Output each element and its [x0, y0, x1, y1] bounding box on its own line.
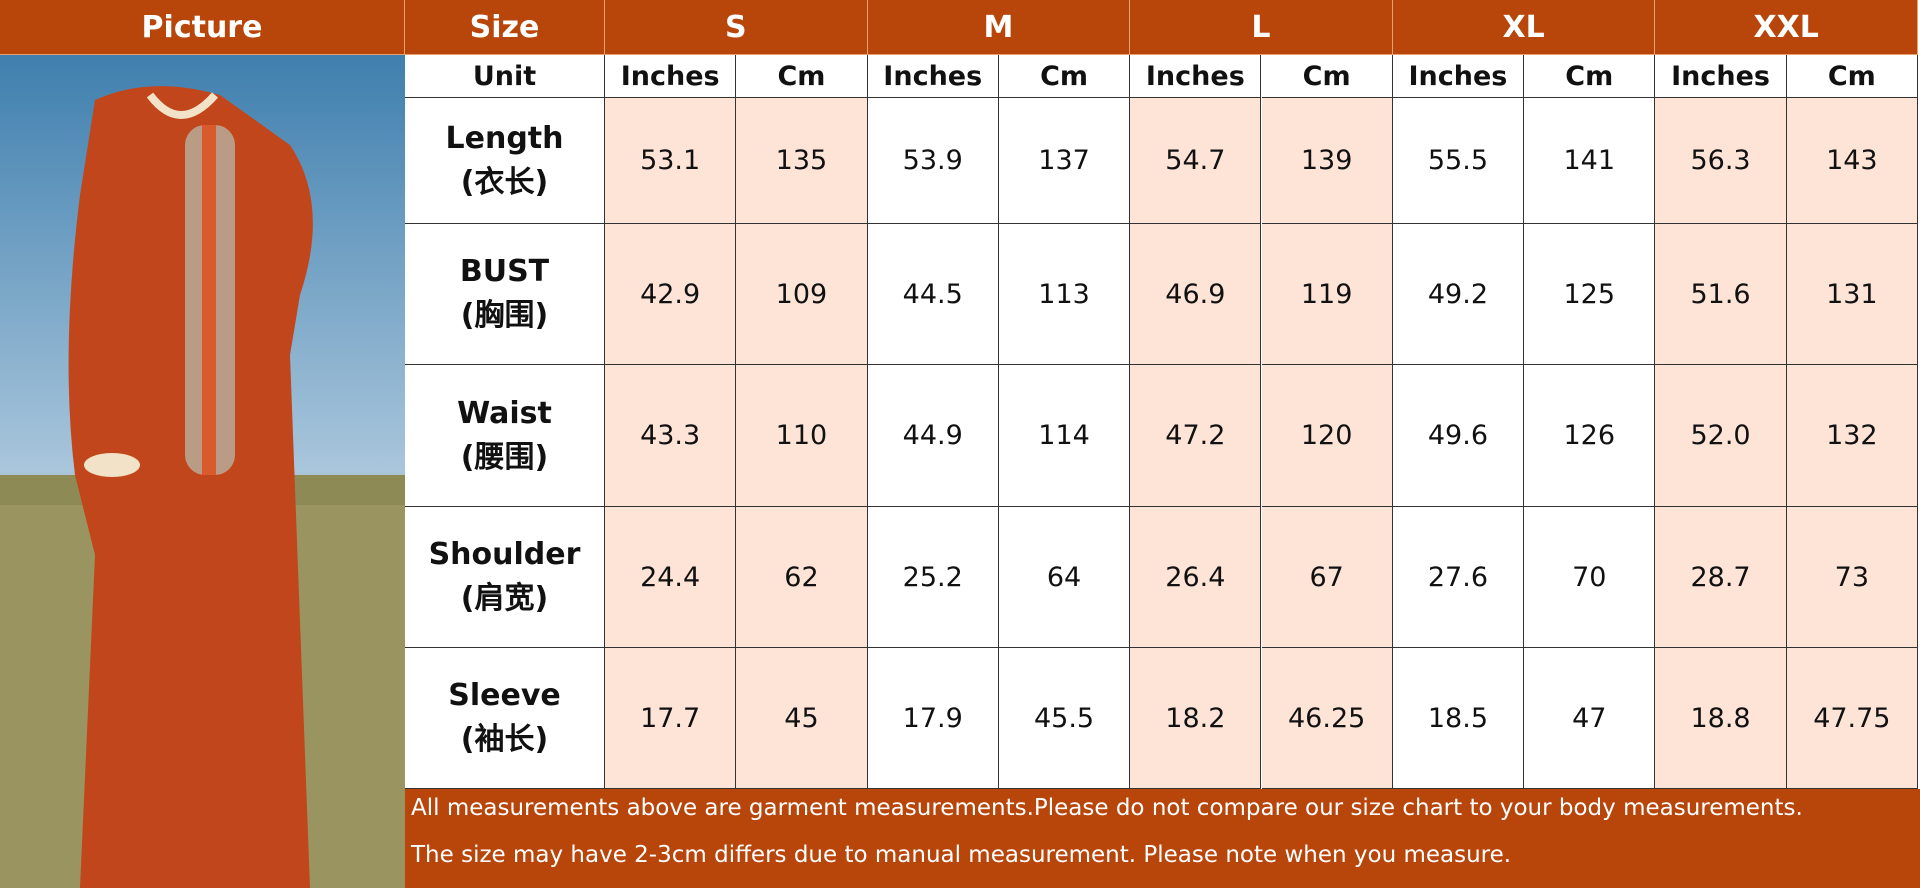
header-cell: Size [405, 0, 605, 55]
row-label: Waist (腰围) [405, 365, 605, 507]
row-label-en: Waist [457, 395, 552, 431]
value-cell: 114 [998, 365, 1131, 507]
value-cell: 54.7 [1130, 98, 1262, 224]
value-cell: 120 [1261, 365, 1393, 507]
header-cell: M [867, 0, 1131, 55]
header-cell: XXL [1655, 0, 1918, 55]
value-cell: 45.5 [998, 648, 1131, 789]
value-cell: 70 [1524, 507, 1656, 648]
value-cell: 25.2 [867, 507, 999, 648]
unit-cell: Inches [867, 55, 999, 98]
value-cell: 42.9 [605, 224, 737, 365]
value-cell: 44.9 [867, 365, 999, 507]
row-label-cn: (衣长) [460, 164, 549, 200]
unit-cell: Inches [1130, 55, 1262, 98]
unit-cell: Cm [736, 55, 868, 98]
row-label: Shoulder (肩宽) [405, 507, 605, 648]
value-cell: 46.25 [1261, 648, 1393, 789]
value-cell: 47 [1524, 648, 1656, 789]
value-cell: 18.8 [1655, 648, 1787, 789]
value-cell: 51.6 [1655, 224, 1787, 365]
unit-cell: Cm [998, 55, 1131, 98]
value-cell: 139 [1261, 98, 1393, 224]
value-cell: 56.3 [1655, 98, 1787, 224]
value-cell: 110 [736, 365, 868, 507]
value-cell: 53.1 [605, 98, 737, 224]
value-cell: 135 [736, 98, 868, 224]
value-cell: 125 [1524, 224, 1656, 365]
unit-cell: Cm [1261, 55, 1393, 98]
unit-cell: Inches [605, 55, 737, 98]
header-cell: S [605, 0, 868, 55]
header-cell: L [1130, 0, 1393, 55]
header-cell: XL [1392, 0, 1656, 55]
value-cell: 132 [1786, 365, 1918, 507]
value-cell: 131 [1786, 224, 1918, 365]
unit-cell: Cm [1524, 55, 1656, 98]
value-cell: 113 [998, 224, 1131, 365]
value-cell: 17.7 [605, 648, 737, 789]
note: All measurements above are garment measu… [411, 795, 1803, 821]
value-cell: 43.3 [605, 365, 737, 507]
value-cell: 26.4 [1130, 507, 1262, 648]
value-cell: 126 [1524, 365, 1656, 507]
value-cell: 109 [736, 224, 868, 365]
unit-label: Unit [405, 55, 605, 98]
row-label-en: BUST [459, 254, 550, 289]
value-cell: 46.9 [1130, 224, 1262, 365]
value-cell: 28.7 [1655, 507, 1787, 648]
value-cell: 137 [998, 98, 1131, 224]
row-label-cn: (胸围) [460, 298, 549, 333]
value-cell: 141 [1524, 98, 1656, 224]
value-cell: 24.4 [605, 507, 737, 648]
value-cell: 52.0 [1655, 365, 1787, 507]
footer: All measurements above are garment measu… [405, 789, 1920, 888]
value-cell: 55.5 [1392, 98, 1525, 224]
value-cell: 49.6 [1392, 365, 1525, 507]
value-cell: 67 [1261, 507, 1393, 648]
value-cell: 49.2 [1392, 224, 1525, 365]
unit-cell: Inches [1392, 55, 1525, 98]
value-cell: 73 [1786, 507, 1918, 648]
value-cell: 45 [736, 648, 868, 789]
product-picture [0, 55, 405, 888]
row-label-en: Shoulder [428, 537, 581, 572]
row-label-en: Length [445, 120, 564, 156]
value-cell: 119 [1261, 224, 1393, 365]
value-cell: 18.5 [1392, 648, 1525, 789]
row-label: Length (衣长) [405, 98, 605, 224]
value-cell: 47.2 [1130, 365, 1262, 507]
header-cell: Picture [0, 0, 405, 55]
value-cell: 44.5 [867, 224, 999, 365]
row-label-cn: (腰围) [460, 439, 549, 475]
row-label: Sleeve (袖长) [405, 648, 605, 789]
value-cell: 143 [1786, 98, 1918, 224]
value-cell: 53.9 [867, 98, 999, 224]
row-label: BUST (胸围) [405, 224, 605, 365]
value-cell: 18.2 [1130, 648, 1262, 789]
value-cell: 62 [736, 507, 868, 648]
unit-cell: Inches [1655, 55, 1787, 98]
row-label-en: Sleeve [448, 678, 561, 713]
row-label-cn: (肩宽) [460, 581, 549, 616]
row-label-cn: (袖长) [460, 722, 549, 757]
unit-cell: Cm [1786, 55, 1918, 98]
value-cell: 47.75 [1786, 648, 1918, 789]
value-cell: 27.6 [1392, 507, 1525, 648]
value-cell: 64 [998, 507, 1131, 648]
note: The size may have 2-3cm differs due to m… [411, 842, 1512, 868]
value-cell: 17.9 [867, 648, 999, 789]
